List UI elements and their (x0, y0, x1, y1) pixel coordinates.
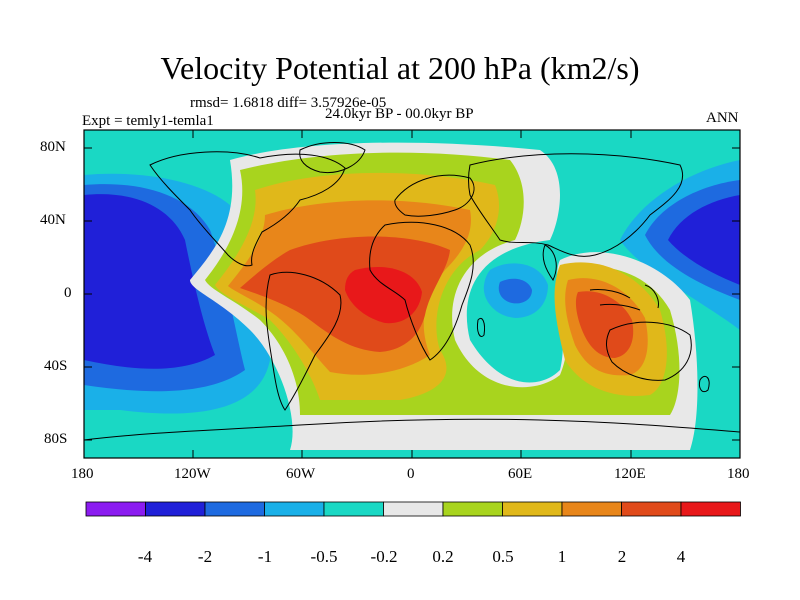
coast-antarctica (84, 418, 740, 441)
region-positive-redorange (240, 236, 450, 352)
coast-north-america (149, 151, 346, 267)
coast-indonesia (589, 284, 659, 311)
velocity-potential-field (84, 130, 740, 458)
lon-tick-label: 120E (614, 466, 646, 482)
colorbar-box (323, 501, 384, 517)
colorbar-box (264, 501, 325, 517)
colorbar (85, 501, 741, 517)
coast-south-america (265, 271, 342, 411)
tick-marks (84, 130, 740, 458)
coast-africa (369, 221, 474, 361)
period-subtitle: 24.0kyr BP - 00.0kyr BP (325, 106, 474, 122)
colorbar-label: -2 (197, 547, 213, 566)
colorbar-box (442, 501, 503, 517)
lat-tick-label: 40N (40, 212, 66, 228)
coast-india (542, 244, 557, 281)
region-indonesia-redorange (575, 291, 634, 358)
lon-tick-label: 0 (407, 466, 415, 482)
region-eastpac-min (84, 194, 215, 369)
region-indian-min (498, 278, 532, 304)
coast-new-zealand (699, 375, 710, 393)
colorbar-box (561, 501, 622, 517)
colorbar-label: -1 (257, 547, 273, 566)
lon-tick-label: 180 (71, 466, 94, 482)
colorbar-label: -4 (137, 547, 153, 566)
lon-tick-label: 180 (727, 466, 750, 482)
colorbar-box (680, 501, 741, 517)
coast-madagascar (477, 317, 485, 337)
colorbar-box (621, 501, 682, 517)
colorbar-label: 1 (557, 547, 567, 566)
colorbar-box (85, 501, 146, 517)
experiment-label: Expt = temly1-temla1 (82, 113, 214, 129)
colorbar-label: 0.5 (492, 547, 514, 566)
lat-tick-label: 80N (40, 139, 66, 155)
coast-europe (394, 174, 475, 217)
lat-tick-label: 80S (44, 431, 68, 447)
region-westpac-min (668, 195, 740, 285)
coast-greenland (299, 142, 366, 174)
lat-tick-label: 40S (44, 358, 68, 374)
colorbar-box (502, 501, 563, 517)
plot-title: Velocity Potential at 200 hPa (km2/s) (160, 50, 640, 86)
colorbar-label: -0.2 (370, 547, 398, 566)
lat-tick-label: 0 (64, 285, 72, 301)
region-atlantic-max (345, 266, 422, 324)
colorbar-label: 4 (676, 547, 686, 566)
coast-australia (606, 321, 692, 381)
colorbar-label: 0.2 (432, 547, 454, 566)
colorbar-box (383, 501, 444, 517)
season-label: ANN (706, 110, 739, 126)
lon-tick-label: 60W (286, 466, 316, 482)
stats-label: rmsd= 1.6818 diff= 3.57926e-05 (190, 95, 387, 111)
coastlines (84, 142, 740, 441)
colorbar-label: 2 (617, 547, 627, 566)
colorbar-box (145, 501, 206, 517)
coast-asia (468, 153, 684, 257)
colorbar-box (204, 501, 265, 517)
lon-tick-label: 120W (174, 466, 211, 482)
lon-tick-label: 60E (508, 466, 533, 482)
colorbar-label: -0.5 (310, 547, 338, 566)
